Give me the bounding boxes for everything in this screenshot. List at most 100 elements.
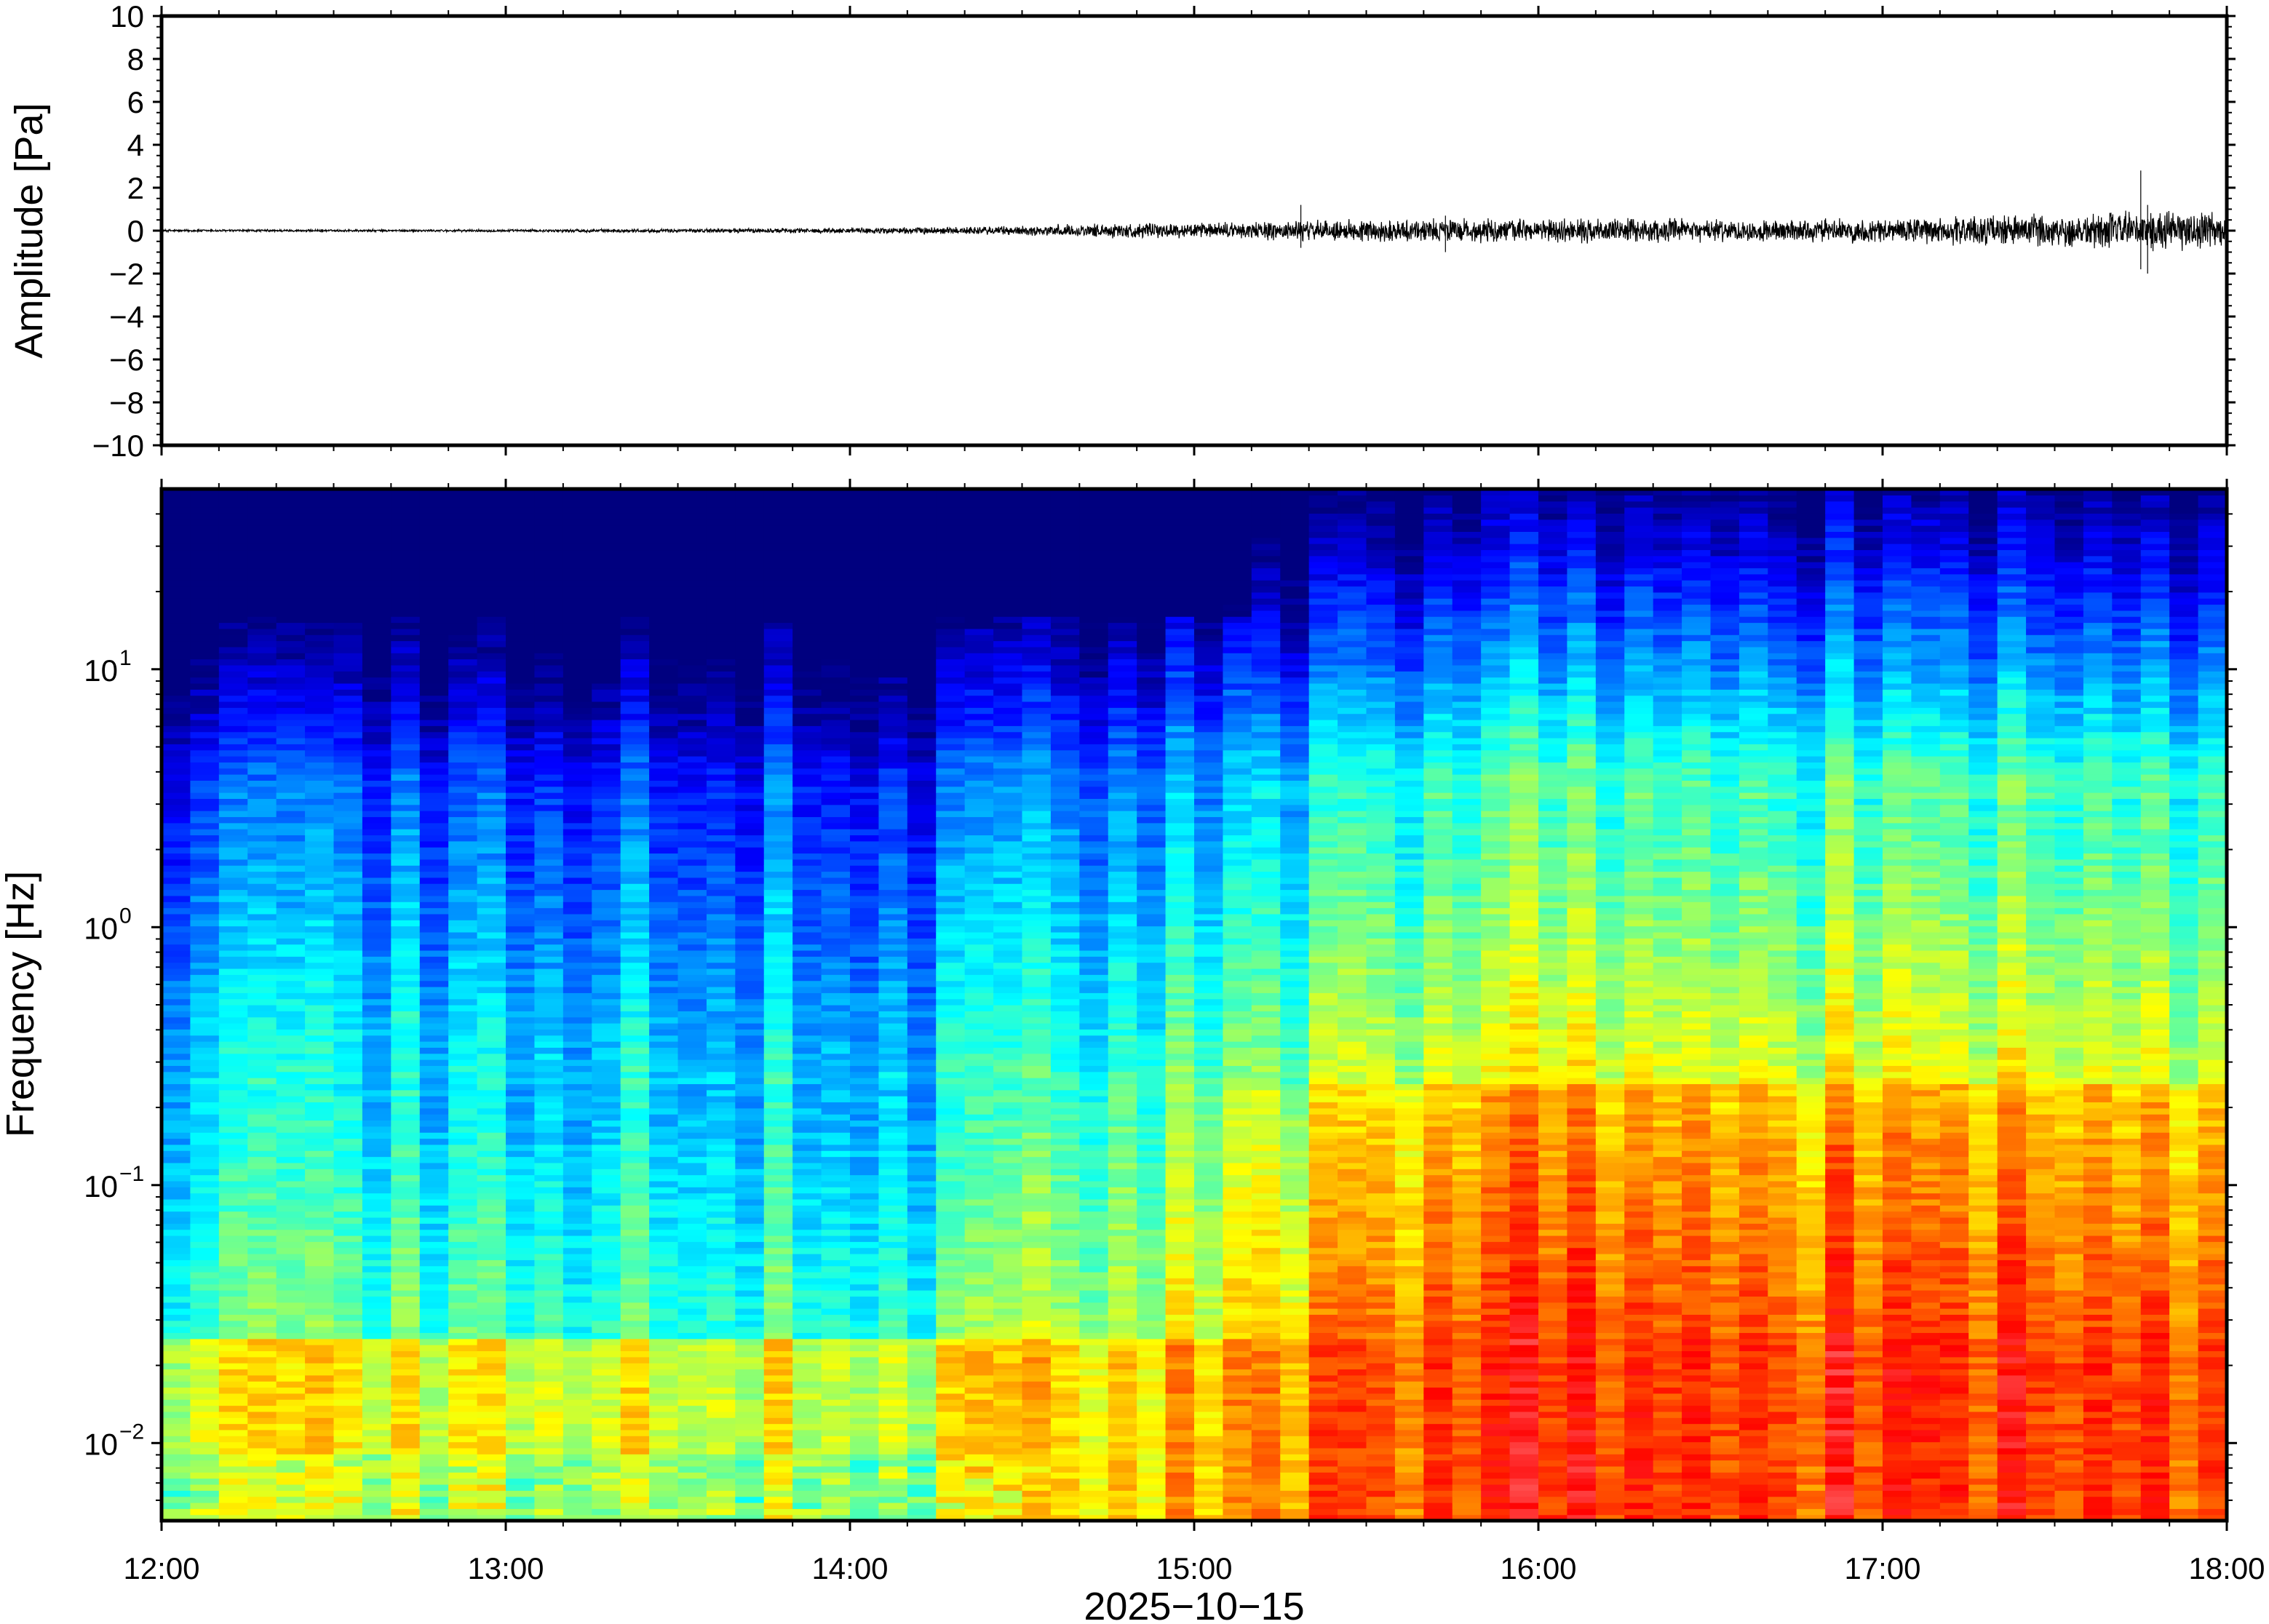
- spectrogram-cell: [735, 1247, 765, 1254]
- spectrogram-cell: [534, 744, 564, 751]
- spectrogram-cell: [247, 598, 277, 605]
- spectrogram-cell: [620, 1229, 650, 1236]
- spectrogram-cell: [276, 780, 306, 787]
- spectrogram-cell: [391, 1029, 421, 1036]
- spectrogram-cell: [477, 1405, 506, 1412]
- spectrogram-cell: [907, 562, 937, 569]
- spectrogram-cell: [534, 895, 564, 902]
- spectrogram-cell: [506, 1223, 536, 1230]
- spectrogram-cell: [735, 780, 765, 787]
- spectrogram-cell: [677, 1345, 707, 1352]
- spectrogram-cell: [907, 1320, 937, 1327]
- spectrogram-cell: [534, 768, 564, 775]
- spectrogram-cell: [391, 1411, 421, 1418]
- spectrogram-cell: [850, 1016, 880, 1024]
- spectrogram-cell: [305, 1107, 335, 1115]
- spectrogram-cell: [821, 895, 851, 902]
- spectrogram-cell: [850, 1465, 880, 1473]
- spectrogram-cell: [936, 1102, 966, 1109]
- spectrogram-cell: [391, 658, 421, 666]
- spectrogram-cell: [850, 525, 880, 532]
- spectrogram-cell: [190, 1345, 220, 1352]
- spectrogram-cell: [763, 1083, 793, 1091]
- spectrogram-cell: [563, 1253, 592, 1260]
- spectrogram-cell: [763, 531, 793, 538]
- spectrogram-cell: [190, 1278, 220, 1285]
- spectrogram-cell: [907, 1126, 937, 1133]
- spectrogram-cell: [706, 798, 736, 805]
- spectrogram-cell: [878, 640, 908, 648]
- spectrogram-cell: [448, 658, 478, 666]
- spectrogram-cell: [649, 544, 679, 551]
- spectrogram-cell: [162, 1423, 191, 1430]
- spectrogram-cell: [362, 658, 392, 666]
- spectrogram-cell: [850, 974, 880, 982]
- spectrogram-cell: [247, 762, 277, 769]
- spectrogram-cell: [419, 804, 449, 811]
- spectrogram-cell: [878, 901, 908, 909]
- spectrogram-cell: [563, 731, 592, 739]
- spectrogram-cell: [333, 1011, 363, 1018]
- spectrogram-cell: [620, 682, 650, 690]
- spectrogram-cell: [276, 658, 306, 666]
- spectrogram-cell: [907, 1247, 937, 1254]
- spectrogram-cell: [247, 1078, 277, 1085]
- spectrogram-cell: [563, 744, 592, 751]
- spectrogram-cell: [735, 519, 765, 526]
- spectrogram-cell: [878, 1016, 908, 1024]
- spectrogram-cell: [218, 1460, 248, 1467]
- spectrogram-cell: [333, 1387, 363, 1394]
- spectrogram-cell: [333, 616, 363, 624]
- spectrogram-cell: [419, 731, 449, 739]
- spectrogram-cell: [333, 604, 363, 611]
- spectrogram-cell: [592, 1114, 621, 1121]
- spectrogram-cell: [362, 1114, 392, 1121]
- spectrogram-cell: [190, 1229, 220, 1236]
- spectrogram-cell: [333, 871, 363, 878]
- spectrogram-cell: [362, 719, 392, 726]
- spectrogram-cell: [706, 640, 736, 648]
- spectrogram-cell: [706, 1102, 736, 1109]
- spectrogram-cell: [936, 780, 966, 787]
- spectrogram-cell: [448, 1211, 478, 1218]
- spectrogram-cell: [162, 811, 191, 818]
- spectrogram-cell: [706, 913, 736, 920]
- spectrogram-cell: [276, 1374, 306, 1382]
- spectrogram-cell: [362, 731, 392, 739]
- spectrogram-cell: [677, 1089, 707, 1096]
- spectrogram-cell: [534, 992, 564, 1000]
- spectrogram-cell: [792, 501, 822, 508]
- spectrogram-cell: [936, 495, 966, 502]
- spectrogram-cell: [620, 1465, 650, 1473]
- spectrogram-cell: [333, 677, 363, 684]
- spectrogram-cell: [448, 792, 478, 799]
- spectrogram-cell: [218, 555, 248, 562]
- spectrogram-cell: [477, 1283, 506, 1291]
- spectrogram-cell: [333, 1363, 363, 1370]
- spectrogram-cell: [850, 1241, 880, 1249]
- spectrogram-cell: [419, 562, 449, 569]
- spectrogram-cell: [649, 1302, 679, 1309]
- spectrogram-cell: [649, 956, 679, 963]
- spectrogram-cell: [419, 1023, 449, 1030]
- spectrogram-cell: [506, 835, 536, 842]
- spectrogram-cell: [735, 1436, 765, 1443]
- spectrogram-cell: [477, 1345, 506, 1352]
- spectrogram-cell: [649, 998, 679, 1006]
- spectrogram-cell: [162, 568, 191, 575]
- spectrogram-cell: [477, 895, 506, 902]
- spectrogram-cell: [821, 1423, 851, 1430]
- spectrogram-cell: [419, 1350, 449, 1358]
- spectrogram-cell: [162, 1169, 191, 1176]
- spectrogram-cell: [677, 1363, 707, 1370]
- spectrogram-cell: [247, 713, 277, 720]
- spectrogram-cell: [247, 531, 277, 538]
- spectrogram-cell: [907, 1363, 937, 1370]
- spectrogram-cell: [792, 1096, 822, 1103]
- spectrogram-cell: [850, 1126, 880, 1133]
- spectrogram-cell: [850, 780, 880, 787]
- spectrogram-cell: [706, 1162, 736, 1169]
- spectrogram-cell: [907, 634, 937, 642]
- spectrogram-cell: [477, 889, 506, 896]
- spectrogram-cell: [190, 786, 220, 793]
